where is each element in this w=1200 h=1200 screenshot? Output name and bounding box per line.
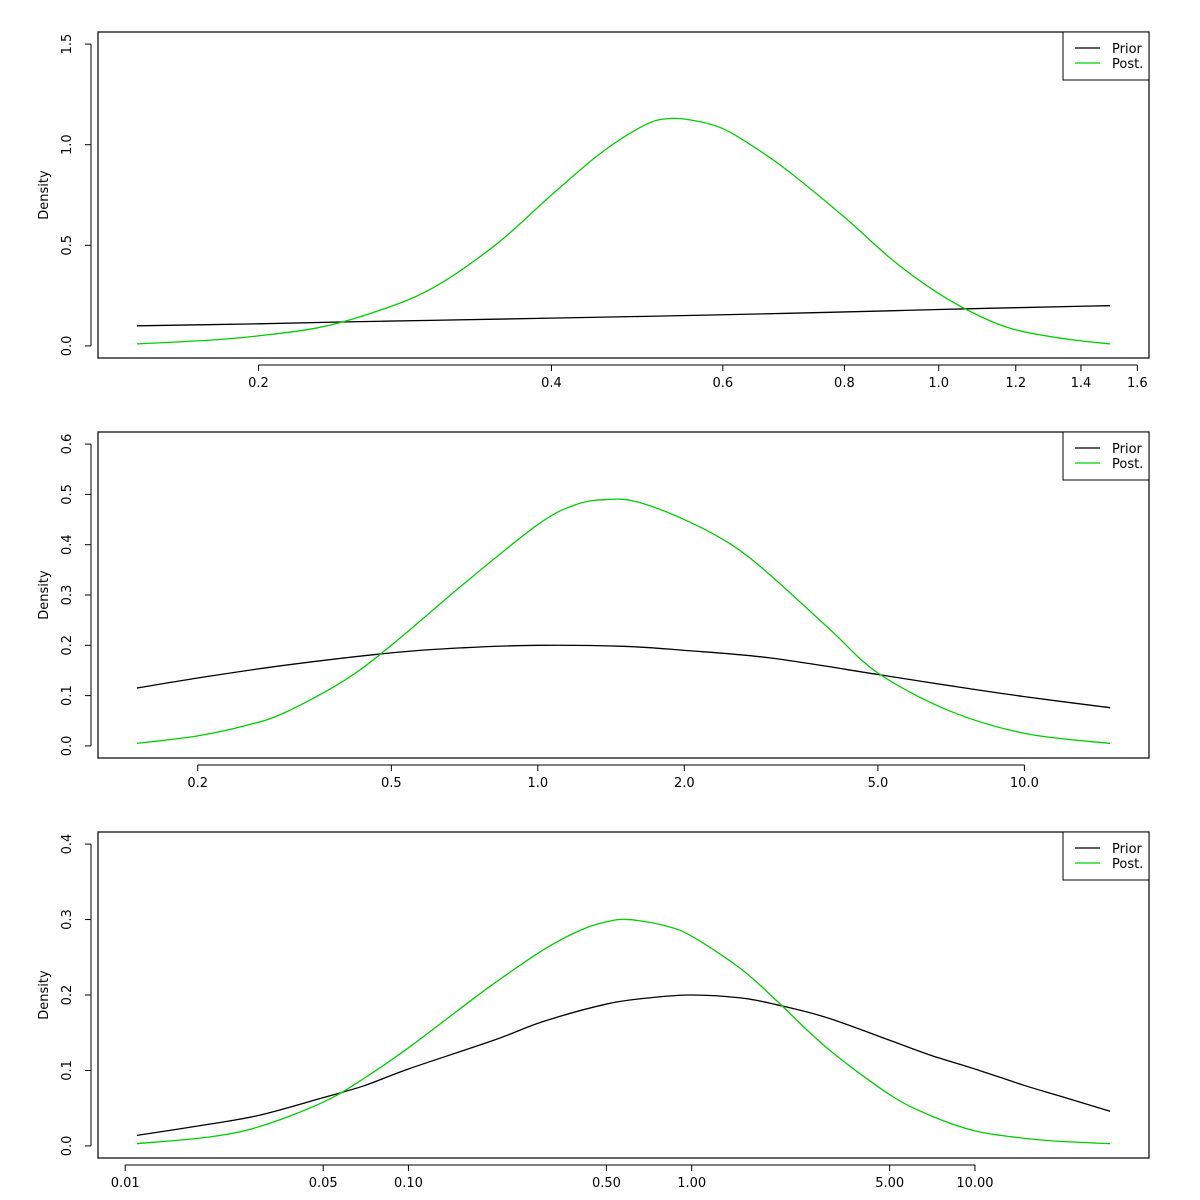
- y-tick-label: 0.1: [60, 1060, 75, 1081]
- x-tick-label: 1.0: [527, 776, 548, 791]
- y-tick-label: 0.4: [60, 534, 75, 555]
- y-axis-title: Density: [37, 170, 52, 220]
- legend-label-post: Post.: [1112, 457, 1143, 472]
- x-tick-label: 0.2: [248, 376, 269, 391]
- x-tick-label: 0.05: [309, 1176, 338, 1191]
- legend-box: [1062, 31, 1150, 81]
- chart-panel-1: 0.2 0.4 0.6 0.8 1.0 1.2 1.4 1.6 0.0 0.5 1.0 1.5 Dens…: [37, 31, 1150, 391]
- x-tick-label: 10.00: [956, 1176, 993, 1191]
- x-tick-label: 0.01: [111, 1176, 140, 1191]
- legend-label-prior: Prior: [1112, 442, 1143, 457]
- x-tick-label: 1.2: [1005, 376, 1026, 391]
- y-tick-label: 0.5: [60, 484, 75, 505]
- x-tick-label: 0.50: [592, 1176, 621, 1191]
- y-tick-label: 1.0: [60, 134, 75, 155]
- plot-frame: [97, 31, 1150, 359]
- y-tick-label: 1.5: [60, 34, 75, 55]
- y-tick-label: 0.4: [60, 834, 75, 855]
- x-tick-label: 1.0: [928, 376, 949, 391]
- plot-frame: [97, 431, 1150, 759]
- series-line-prior: [136, 305, 1111, 327]
- y-tick-label: 0.3: [60, 909, 75, 930]
- y-tick-label: 0.0: [60, 1136, 75, 1157]
- x-tick-label: 5.00: [875, 1176, 904, 1191]
- chart-panel-2: 0.2 0.5 1.0 2.0 5.0 10.0 0.0 0.1 0.2 0.3 0.4 0.5 0.6…: [37, 431, 1150, 791]
- series-line-post: [136, 117, 1111, 345]
- plot-frame: [97, 831, 1150, 1159]
- y-tick-label: 0.3: [60, 585, 75, 606]
- y-tick-label: 0.2: [60, 985, 75, 1006]
- legend-box: [1062, 831, 1150, 881]
- legend-label-prior: Prior: [1112, 842, 1143, 857]
- x-tick-label: 0.4: [541, 376, 562, 391]
- x-tick-label: 0.8: [834, 376, 855, 391]
- chart-panel-3: 0.01 0.05 0.10 0.50 1.00 5.00 10.00 0.0 0.1 0.2 0.…: [37, 831, 1150, 1191]
- x-tick-label: 0.6: [712, 376, 733, 391]
- x-tick-label: 1.6: [1127, 376, 1148, 391]
- y-tick-label: 0.1: [60, 685, 75, 706]
- x-tick-label: 0.10: [394, 1176, 423, 1191]
- legend-label-post: Post.: [1112, 857, 1143, 872]
- y-tick-label: 0.0: [60, 736, 75, 757]
- y-axis-title: Density: [37, 970, 52, 1020]
- legend-box: [1062, 431, 1150, 481]
- x-tick-label: 2.0: [674, 776, 695, 791]
- series-line-prior: [136, 644, 1111, 709]
- series-line-prior: [136, 994, 1111, 1137]
- series-line-post: [136, 918, 1111, 1145]
- x-tick-label: 10.0: [1010, 776, 1039, 791]
- y-axis-title: Density: [37, 570, 52, 620]
- x-tick-label: 1.4: [1071, 376, 1092, 391]
- x-tick-label: 1.00: [677, 1176, 706, 1191]
- legend-label-post: Post.: [1112, 57, 1143, 72]
- x-tick-label: 0.2: [187, 776, 208, 791]
- y-tick-label: 0.2: [60, 635, 75, 656]
- legend-label-prior: Prior: [1112, 42, 1143, 57]
- y-tick-label: 0.6: [60, 434, 75, 455]
- y-tick-label: 0.0: [60, 336, 75, 357]
- series-line-post: [136, 498, 1111, 745]
- x-tick-label: 5.0: [868, 776, 889, 791]
- y-tick-label: 0.5: [60, 235, 75, 256]
- x-tick-label: 0.5: [381, 776, 402, 791]
